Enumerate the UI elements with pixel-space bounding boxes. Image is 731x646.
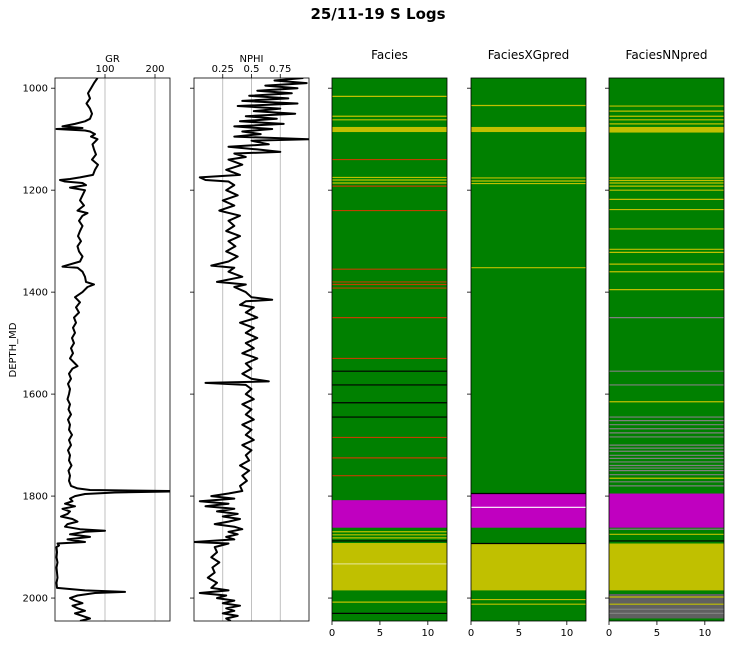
depth-tick-label: 1400 (23, 288, 48, 299)
panel-plot-area (194, 78, 309, 621)
panel-plot-area (55, 78, 170, 621)
panel-frame (470, 77, 587, 622)
facies-background (332, 78, 447, 621)
gr-axis-label: GR (105, 54, 120, 65)
xgpred-title: FaciesXGpred (488, 48, 570, 62)
nphi-axis-label: NPHI (240, 54, 264, 65)
panel-frame (331, 77, 448, 622)
facies-band (609, 593, 724, 619)
bottom-tick-label: 5 (654, 628, 660, 639)
facies-band (471, 542, 586, 591)
figure-title: 25/11-19 S Logs (310, 5, 445, 23)
facies-background (609, 78, 724, 621)
bottom-tick-label: 0 (606, 628, 612, 639)
facies-band (332, 494, 447, 501)
facies-background (471, 78, 586, 621)
top-tick-label: 0.5 (244, 64, 260, 75)
top-tick-label: 0.75 (269, 64, 291, 75)
facies-band (609, 543, 724, 591)
depth-tick-label: 1200 (23, 186, 48, 197)
depth-tick-label: 2000 (23, 594, 48, 605)
nphi-curve (194, 78, 309, 621)
top-tick-label: 200 (145, 64, 164, 75)
facies-band (471, 493, 586, 528)
facies-band (471, 126, 586, 133)
top-tick-label: 100 (95, 64, 114, 75)
panel-gr: 100 200 GR 1000 1200 1400 1600 1800 2000 (23, 54, 171, 622)
bottom-tick-label: 0 (468, 628, 474, 639)
bottom-tick-label: 0 (329, 628, 335, 639)
panel-plot-area (471, 78, 586, 621)
bottom-tick-label: 5 (516, 628, 522, 639)
facies-band (332, 500, 447, 528)
facies-band (609, 126, 724, 133)
panel-plot-area (609, 78, 724, 621)
panel-facies: 0 5 10 Facies (328, 48, 448, 639)
depth-tick-label: 1800 (23, 492, 48, 503)
top-tick-label: 0.25 (212, 64, 234, 75)
y-axis-label: DEPTH_MD (8, 322, 19, 377)
panel-frame (193, 77, 310, 622)
panel-nnpred: 0 5 10 FaciesNNpred (605, 48, 725, 639)
gr-curve (55, 78, 170, 621)
panel-plot-area (332, 78, 447, 621)
bottom-tick-label: 10 (560, 628, 573, 639)
depth-tick-label: 1600 (23, 390, 48, 401)
panel-frame (608, 77, 725, 622)
facies-band (332, 126, 447, 133)
facies-title: Facies (371, 48, 408, 62)
bottom-tick-label: 10 (698, 628, 711, 639)
facies-band (332, 542, 447, 591)
facies-band (609, 493, 724, 528)
bottom-tick-label: 5 (377, 628, 383, 639)
panel-xgpred: 0 5 10 FaciesXGpred (467, 48, 587, 639)
bottom-tick-label: 10 (421, 628, 434, 639)
depth-tick-label: 1000 (23, 84, 48, 95)
panel-frame (54, 77, 171, 622)
nnpred-title: FaciesNNpred (626, 48, 708, 62)
panel-nphi: 0.25 0.5 0.75 NPHI (190, 54, 310, 622)
